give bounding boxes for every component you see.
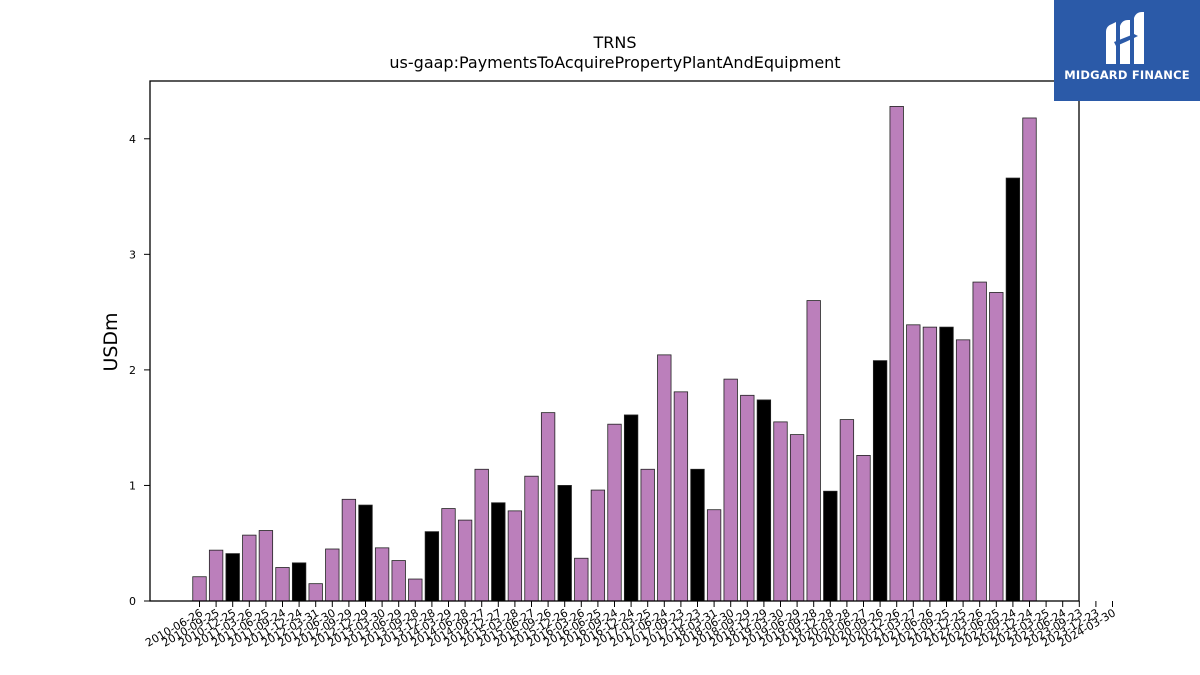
bar [325, 548, 340, 602]
bar [972, 281, 987, 602]
bar [723, 378, 738, 602]
bar [789, 434, 805, 602]
bar [474, 468, 489, 602]
y-tick-label: 1 [129, 479, 136, 492]
y-axis-ticks: 0 1 2 3 4 [129, 133, 150, 608]
bar [939, 326, 954, 602]
bar [623, 414, 639, 602]
bar [740, 394, 755, 602]
logo-mark-icon [1106, 12, 1144, 64]
bar [225, 553, 240, 602]
bar [457, 519, 473, 602]
bar [673, 391, 689, 602]
bar [291, 562, 307, 602]
bar [657, 354, 672, 602]
bar [906, 324, 921, 602]
bar [607, 423, 622, 602]
y-tick-label: 0 [129, 595, 136, 608]
bar [374, 547, 390, 602]
bar [922, 326, 938, 602]
bar [640, 468, 655, 602]
bar [507, 510, 523, 602]
midgard-finance-logo: MIDGARD FINANCE [1054, 0, 1200, 101]
bar-group [192, 106, 1037, 602]
bar [574, 557, 589, 602]
bar [872, 360, 888, 602]
y-tick-label: 4 [129, 133, 136, 146]
bar [989, 292, 1004, 602]
bar [491, 502, 506, 602]
bar [1022, 117, 1037, 602]
y-tick-label: 2 [129, 364, 136, 377]
y-tick-label: 3 [129, 248, 136, 261]
y-axis-label: USDm [100, 312, 122, 371]
bar [540, 412, 556, 602]
logo-text: MIDGARD FINANCE [1064, 68, 1190, 82]
bar [1005, 177, 1021, 602]
bar [955, 339, 971, 602]
bar [839, 419, 855, 602]
bar [557, 485, 572, 602]
bar [590, 489, 606, 602]
bar [773, 421, 788, 602]
plot-area-frame [149, 80, 1080, 602]
bar [424, 531, 440, 602]
bar [690, 468, 705, 602]
bar [408, 578, 423, 602]
bar [391, 560, 406, 602]
bar [706, 509, 722, 602]
bar [441, 508, 456, 602]
bar [258, 530, 274, 602]
chart-subtitle: us-gaap:PaymentsToAcquirePropertyPlantAn… [389, 53, 840, 72]
bar [192, 576, 207, 602]
bar [856, 454, 871, 602]
chart-title: TRNS [592, 33, 636, 52]
bar [341, 498, 357, 602]
bar [889, 106, 904, 602]
bar [308, 583, 323, 602]
bar [208, 549, 224, 602]
bar [756, 399, 772, 602]
bar [823, 490, 838, 602]
bar [242, 534, 257, 602]
bar [524, 475, 539, 602]
bar [358, 504, 373, 602]
x-axis-ticks: 2010-06-262010-09-252010-12-252011-03-26… [143, 601, 1118, 650]
bar [275, 567, 290, 602]
bar [806, 300, 821, 602]
